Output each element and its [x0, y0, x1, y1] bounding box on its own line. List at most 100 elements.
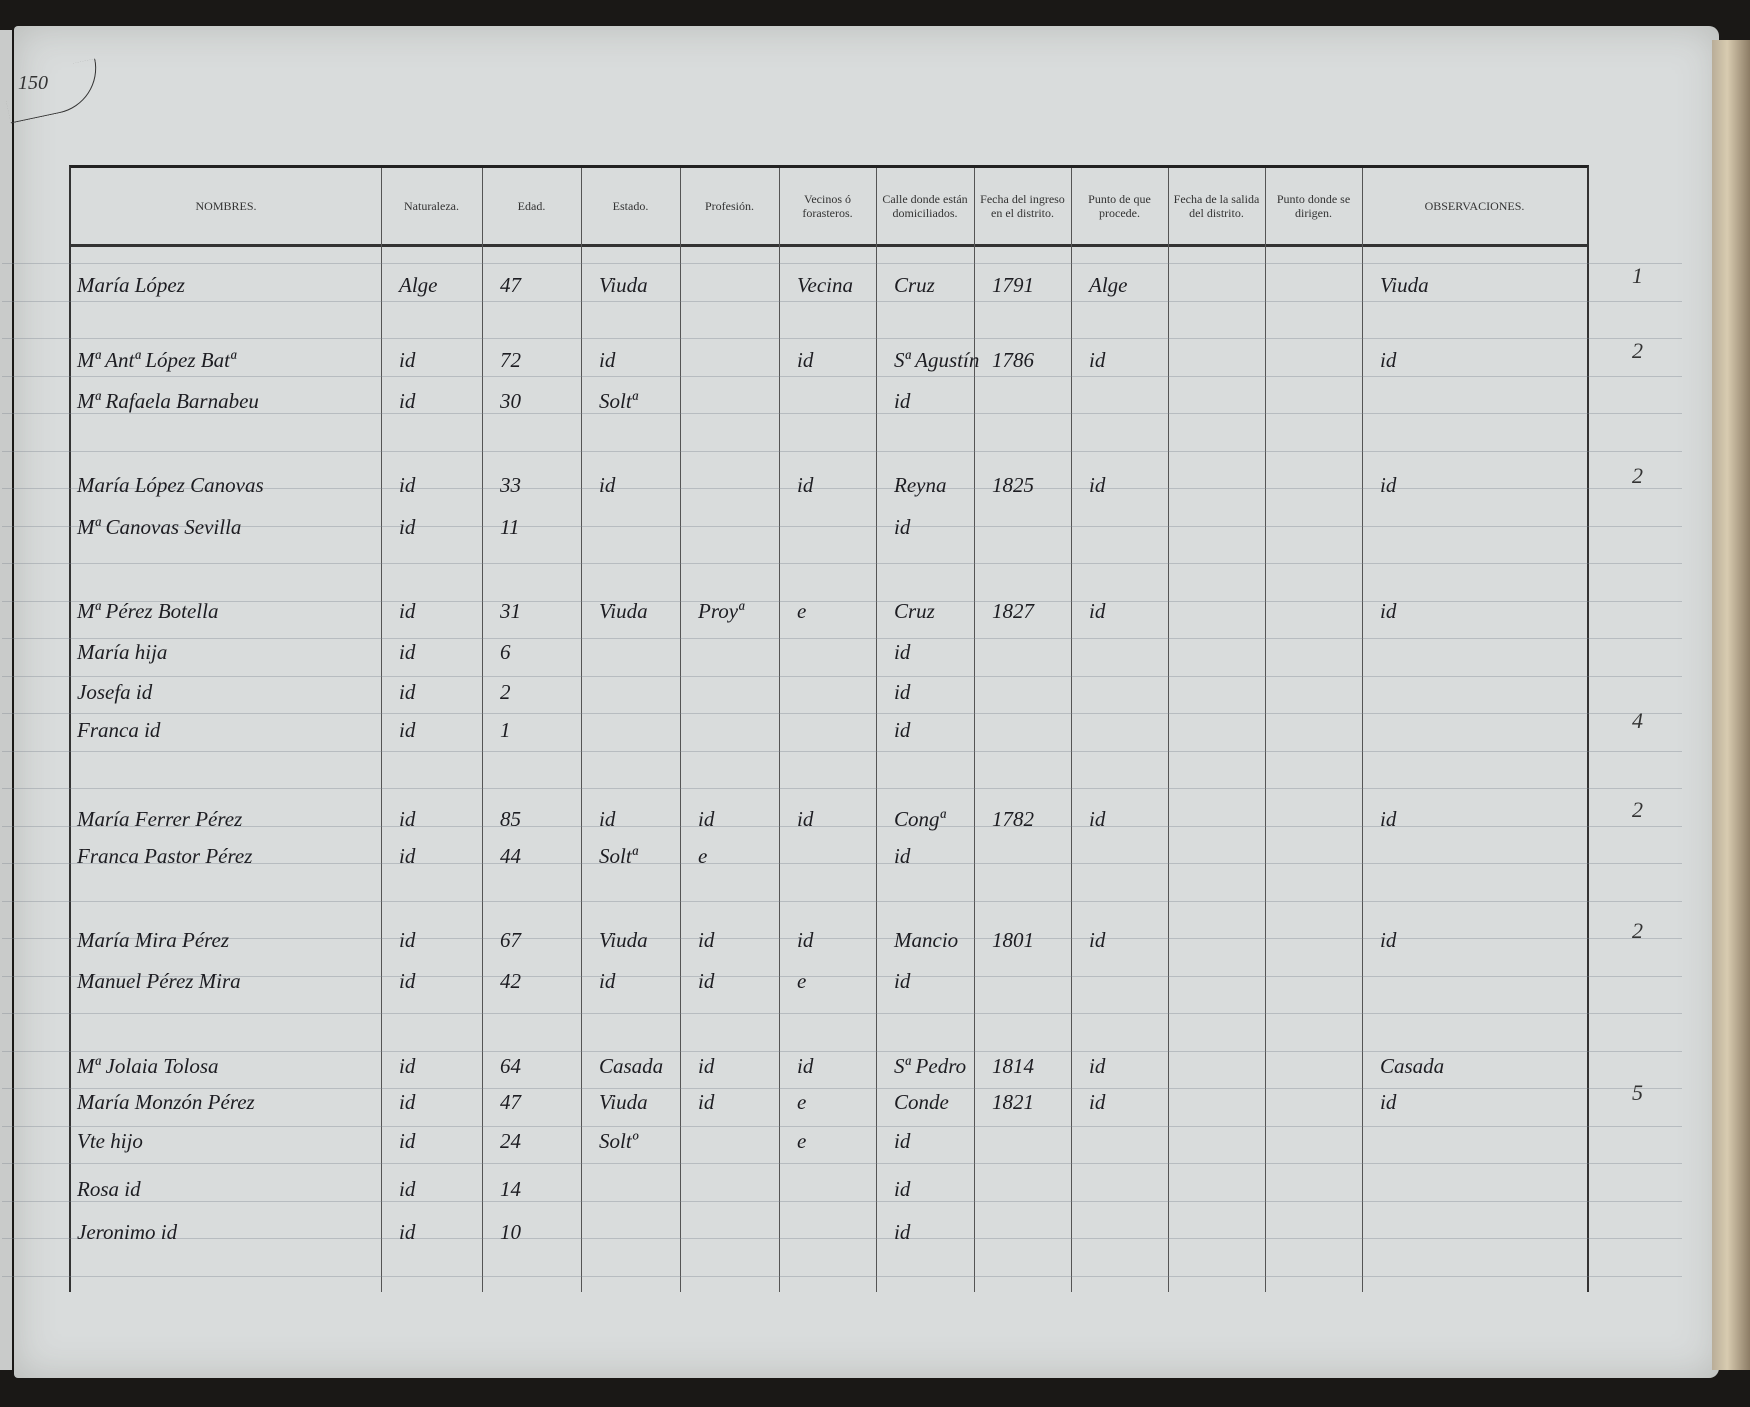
cell-estado: Soltº	[599, 1129, 639, 1153]
column-divider	[1362, 168, 1363, 1292]
ruled-line	[2, 938, 1682, 939]
cell-naturaleza: id	[399, 348, 416, 372]
cell-calle: id	[894, 640, 911, 664]
ruled-line	[2, 1013, 1682, 1014]
cell-naturaleza: Alge	[399, 273, 438, 297]
ruled-line	[2, 338, 1682, 339]
cell-calle: Mancio	[894, 928, 959, 952]
header-edad: Edad.	[517, 199, 546, 213]
cell-naturaleza: id	[399, 680, 416, 704]
page-number: 150	[18, 72, 48, 94]
cell-profesion: Proyª	[698, 599, 744, 623]
ruled-line	[2, 525, 1682, 527]
cell-edad: 47	[500, 1090, 521, 1114]
cell-estado: Viuda	[599, 1090, 648, 1114]
header-rule	[71, 244, 1587, 247]
cell-edad: 11	[500, 515, 520, 539]
cell-profesion: id	[698, 1090, 715, 1114]
cell-observaciones: Viuda	[1380, 273, 1429, 297]
cell-nombres: Mª Pérez Botella	[77, 599, 219, 623]
cell-calle: Sª Agustín	[894, 348, 980, 372]
margin-household-count: 2	[1632, 338, 1643, 363]
cell-punto-procede: Alge	[1089, 273, 1128, 297]
cell-naturaleza: id	[399, 844, 416, 868]
column-divider	[1168, 168, 1169, 1292]
cell-naturaleza: id	[399, 389, 416, 413]
cell-vecinos: id	[797, 1054, 814, 1078]
cell-nombres: Mª Canovas Sevilla	[77, 515, 242, 539]
cell-observaciones: id	[1380, 807, 1397, 831]
header-profesion: Profesión.	[705, 199, 754, 213]
ruled-line	[2, 1275, 1682, 1277]
cell-fecha-ingreso: 1786	[992, 348, 1034, 372]
cell-edad: 24	[500, 1129, 521, 1153]
column-divider	[680, 168, 681, 1292]
cell-naturaleza: id	[399, 515, 416, 539]
cell-edad: 44	[500, 844, 521, 868]
cell-calle: id	[894, 1220, 911, 1244]
cell-calle: Cruz	[894, 273, 935, 297]
margin-household-count: 2	[1632, 918, 1643, 943]
cell-naturaleza: id	[399, 1090, 416, 1114]
cell-vecinos: e	[797, 599, 807, 623]
cell-nombres: María Mira Pérez	[77, 928, 230, 952]
header-punto-dirigen: Punto donde se dirigen.	[1276, 192, 1351, 220]
cell-estado: id	[599, 969, 616, 993]
cell-edad: 6	[500, 640, 511, 664]
cell-calle: id	[894, 844, 911, 868]
cell-vecinos: id	[797, 473, 814, 497]
cell-nombres: Mª Jolaia Tolosa	[77, 1054, 219, 1078]
cell-edad: 42	[500, 969, 521, 993]
cell-edad: 14	[500, 1177, 521, 1201]
census-table: NOMBRES. Naturaleza. Edad. Estado. Profesión…	[2, 165, 1682, 1292]
cell-edad: 1	[500, 718, 511, 742]
ruled-line	[2, 1163, 1682, 1164]
cell-punto-procede: id	[1089, 1090, 1106, 1114]
header-fecha-ingreso: Fecha del ingreso en el distrito.	[980, 192, 1065, 220]
cell-nombres: María Ferrer Pérez	[77, 807, 243, 831]
header-observaciones: OBSERVACIONES.	[1424, 199, 1525, 213]
cell-naturaleza: id	[399, 1129, 416, 1153]
cell-naturaleza: id	[399, 718, 416, 742]
cell-estado: Viuda	[599, 599, 648, 623]
column-divider	[1071, 168, 1072, 1292]
margin-household-count: 2	[1632, 797, 1643, 822]
cell-vecinos: e	[797, 1090, 807, 1114]
cell-edad: 2	[500, 680, 511, 704]
cell-edad: 10	[500, 1220, 521, 1244]
ruled-line	[2, 488, 1682, 489]
ruled-line	[2, 713, 1682, 714]
cell-fecha-ingreso: 1791	[992, 273, 1034, 297]
cell-observaciones: id	[1380, 599, 1397, 623]
ruled-line	[2, 1125, 1682, 1127]
column-divider	[974, 168, 975, 1292]
ledger-page	[14, 26, 1719, 1378]
ruled-line	[2, 638, 1682, 639]
cell-vecinos: e	[797, 969, 807, 993]
ruled-line	[2, 263, 1682, 264]
cell-profesion: id	[698, 969, 715, 993]
cell-fecha-ingreso: 1801	[992, 928, 1034, 952]
cell-nombres: Franca Pastor Pérez	[77, 844, 253, 868]
ruled-line	[2, 863, 1682, 864]
ruled-line	[2, 1200, 1682, 1202]
column-divider	[381, 168, 382, 1292]
cell-fecha-ingreso: 1782	[992, 807, 1034, 831]
cell-calle: id	[894, 680, 911, 704]
cell-naturaleza: id	[399, 473, 416, 497]
cell-nombres: María López Canovas	[77, 473, 264, 497]
cell-punto-procede: id	[1089, 473, 1106, 497]
cell-calle: Sª Pedro	[894, 1054, 967, 1078]
cell-vecinos: Vecina	[797, 273, 853, 297]
cell-nombres: Josefa id	[77, 680, 153, 704]
cell-edad: 33	[500, 473, 521, 497]
cell-calle: Reyna	[894, 473, 947, 497]
cell-observaciones: id	[1380, 1090, 1397, 1114]
ruled-line	[2, 675, 1682, 677]
ruled-line	[2, 900, 1682, 902]
ruled-line	[2, 563, 1682, 564]
cell-naturaleza: id	[399, 599, 416, 623]
ruled-line	[2, 300, 1682, 302]
cell-nombres: Jeronimo id	[77, 1220, 178, 1244]
cell-edad: 64	[500, 1054, 521, 1078]
